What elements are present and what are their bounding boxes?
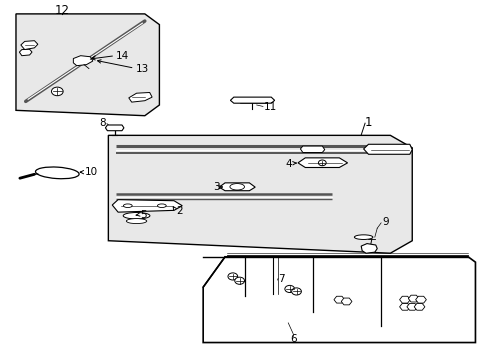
Polygon shape [406, 303, 417, 310]
Polygon shape [112, 200, 182, 212]
Text: 6: 6 [289, 334, 296, 344]
Text: 8: 8 [99, 118, 106, 128]
Text: 9: 9 [381, 217, 388, 227]
Polygon shape [203, 257, 474, 342]
Polygon shape [128, 93, 152, 102]
Text: 12: 12 [55, 4, 69, 17]
Text: 10: 10 [85, 167, 98, 177]
Ellipse shape [354, 235, 372, 239]
Text: 14: 14 [116, 51, 129, 61]
Polygon shape [407, 295, 418, 302]
Text: 3: 3 [213, 182, 220, 192]
Ellipse shape [36, 167, 79, 179]
Text: 4: 4 [285, 159, 291, 169]
Ellipse shape [157, 204, 166, 207]
Ellipse shape [126, 219, 146, 224]
Polygon shape [413, 303, 424, 310]
Circle shape [234, 277, 244, 284]
Polygon shape [105, 125, 123, 131]
Polygon shape [361, 244, 376, 253]
Ellipse shape [229, 184, 244, 190]
Circle shape [285, 285, 294, 293]
Text: 1: 1 [365, 116, 372, 129]
Polygon shape [341, 298, 351, 305]
Ellipse shape [123, 204, 132, 207]
Text: 11: 11 [264, 103, 277, 112]
Polygon shape [415, 296, 426, 303]
Polygon shape [230, 97, 274, 103]
Polygon shape [16, 14, 159, 116]
Polygon shape [399, 296, 409, 303]
Polygon shape [363, 144, 411, 154]
Circle shape [51, 87, 63, 96]
Polygon shape [73, 56, 93, 66]
Circle shape [318, 160, 325, 166]
Polygon shape [300, 146, 324, 153]
Polygon shape [20, 49, 32, 56]
Circle shape [227, 273, 237, 280]
Polygon shape [21, 41, 38, 50]
Text: 13: 13 [135, 64, 148, 74]
Text: 7: 7 [278, 274, 285, 284]
Polygon shape [297, 158, 347, 167]
Circle shape [291, 288, 301, 295]
Polygon shape [219, 183, 255, 191]
Polygon shape [333, 296, 344, 303]
Polygon shape [399, 303, 409, 310]
Polygon shape [108, 135, 411, 253]
Text: 5: 5 [140, 210, 146, 220]
Ellipse shape [123, 212, 150, 219]
Text: 2: 2 [176, 206, 183, 216]
